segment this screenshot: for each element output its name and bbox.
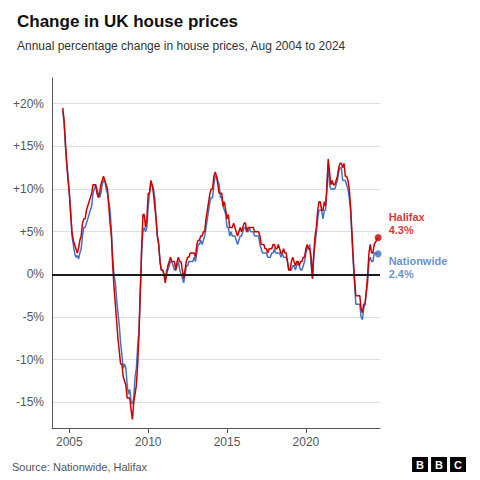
svg-text:+20%: +20% <box>13 97 44 111</box>
svg-text:B: B <box>435 459 443 471</box>
svg-text:0%: 0% <box>27 267 45 281</box>
svg-text:+15%: +15% <box>13 139 44 153</box>
svg-text:-10%: -10% <box>16 353 44 367</box>
svg-text:+10%: +10% <box>13 182 44 196</box>
svg-text:Change in UK house prices: Change in UK house prices <box>17 12 238 31</box>
svg-text:2005: 2005 <box>56 435 83 449</box>
svg-text:4.3%: 4.3% <box>389 224 414 236</box>
svg-text:+5%: +5% <box>20 225 45 239</box>
svg-text:-15%: -15% <box>16 395 44 409</box>
svg-text:2.4%: 2.4% <box>389 268 414 280</box>
svg-text:Halifax: Halifax <box>389 211 426 223</box>
svg-text:2015: 2015 <box>214 435 241 449</box>
svg-text:2020: 2020 <box>293 435 320 449</box>
svg-text:Annual percentage change in ho: Annual percentage change in house prices… <box>17 39 346 53</box>
svg-text:B: B <box>416 459 424 471</box>
svg-text:Nationwide: Nationwide <box>389 255 448 267</box>
svg-text:C: C <box>454 459 462 471</box>
svg-text:2010: 2010 <box>135 435 162 449</box>
svg-text:Source: Nationwide, Halifax: Source: Nationwide, Halifax <box>12 461 148 473</box>
svg-text:-5%: -5% <box>23 310 45 324</box>
